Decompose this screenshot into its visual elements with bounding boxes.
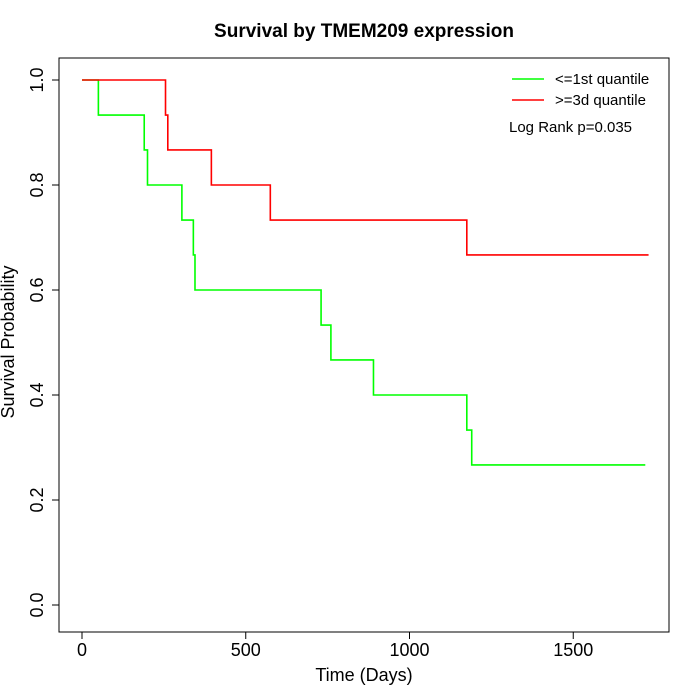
x-tick-label: 500: [231, 640, 261, 660]
series-line-1: [82, 79, 646, 466]
x-tick-label: 1000: [389, 640, 429, 660]
y-tick-label: 0.4: [27, 382, 47, 407]
chart-title: Survival by TMEM209 expression: [214, 21, 514, 42]
legend-label-2: >=3d quantile: [555, 92, 646, 109]
y-tick-label: 0.8: [27, 172, 47, 197]
y-tick-label: 0.6: [27, 277, 47, 302]
survival-curves: [82, 79, 649, 466]
x-axis: 0 500 1000 1500: [77, 631, 593, 660]
y-axis-label: Survival Probability: [0, 265, 18, 418]
x-axis-label: Time (Days): [315, 665, 412, 685]
log-rank-annotation: Log Rank p=0.035: [509, 119, 632, 136]
x-tick-label: 0: [77, 640, 87, 660]
y-axis: 0.0 0.2 0.4 0.6 0.8 1.0: [27, 67, 60, 618]
y-tick-label: 0.2: [27, 487, 47, 512]
y-tick-label: 1.0: [27, 67, 47, 92]
legend: <=1st quantile >=3d quantile: [512, 71, 649, 109]
y-tick-label: 0.0: [27, 592, 47, 617]
legend-label-1: <=1st quantile: [555, 71, 649, 88]
x-tick-label: 1500: [553, 640, 593, 660]
series-line-2: [82, 79, 649, 256]
